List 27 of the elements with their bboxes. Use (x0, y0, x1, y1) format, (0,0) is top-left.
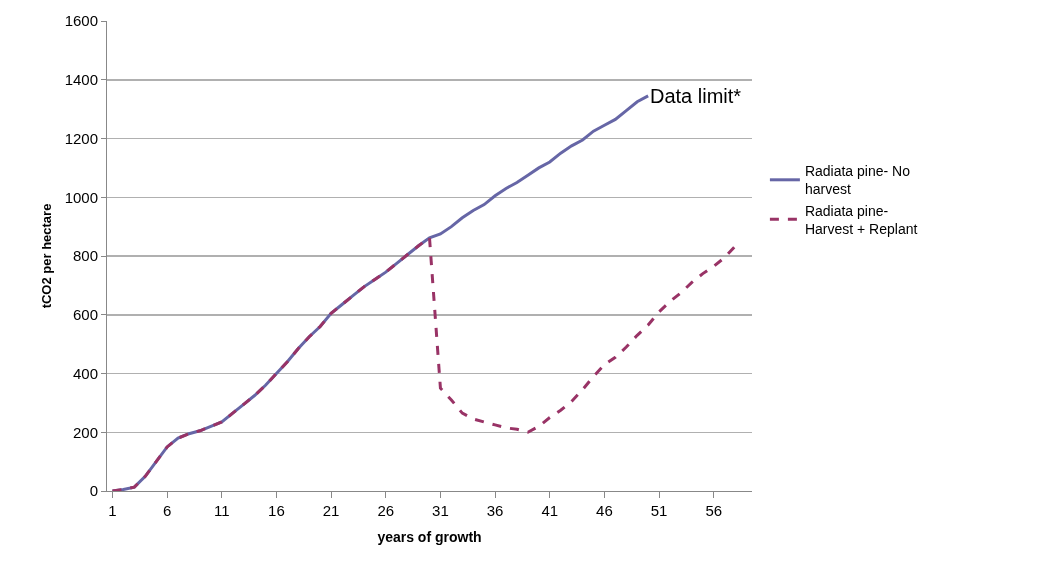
x-tick-label: 16 (268, 502, 285, 519)
y-tick-label: 1000 (64, 188, 98, 206)
x-tick-label: 41 (541, 502, 559, 519)
y-tick-label: 1600 (64, 12, 98, 30)
x-tick-label: 31 (432, 502, 449, 519)
x-tick-label: 26 (377, 502, 395, 519)
x-tick-label: 11 (214, 502, 230, 519)
x-tick-label: 46 (596, 502, 613, 519)
x-axis-title: years of growth (377, 529, 482, 546)
y-tick-label: 200 (72, 423, 98, 441)
y-tick-label: 0 (89, 482, 98, 500)
y-tick-label: 800 (72, 247, 98, 265)
y-tick-label: 1200 (64, 129, 98, 147)
x-tick-label: 6 (162, 502, 172, 519)
line-series (110, 236, 738, 491)
x-tick-label: 51 (650, 502, 668, 519)
x-tick-label: 21 (322, 502, 340, 519)
annotation: Data limit* (650, 85, 742, 107)
y-axis-title: tCO2 per hectare (38, 203, 54, 309)
legend-label: Radiata pine- No harvest (804, 163, 911, 198)
y-tick-label: 600 (72, 306, 98, 323)
y-tick-label: 400 (72, 364, 98, 382)
x-tick-label: 1 (108, 502, 117, 519)
y-tick-label: 1400 (64, 71, 98, 88)
x-tick-label: 56 (705, 502, 723, 519)
x-tick-label: 36 (486, 502, 504, 519)
legend-label: Radiata pine- Harvest + Replant (804, 202, 918, 237)
